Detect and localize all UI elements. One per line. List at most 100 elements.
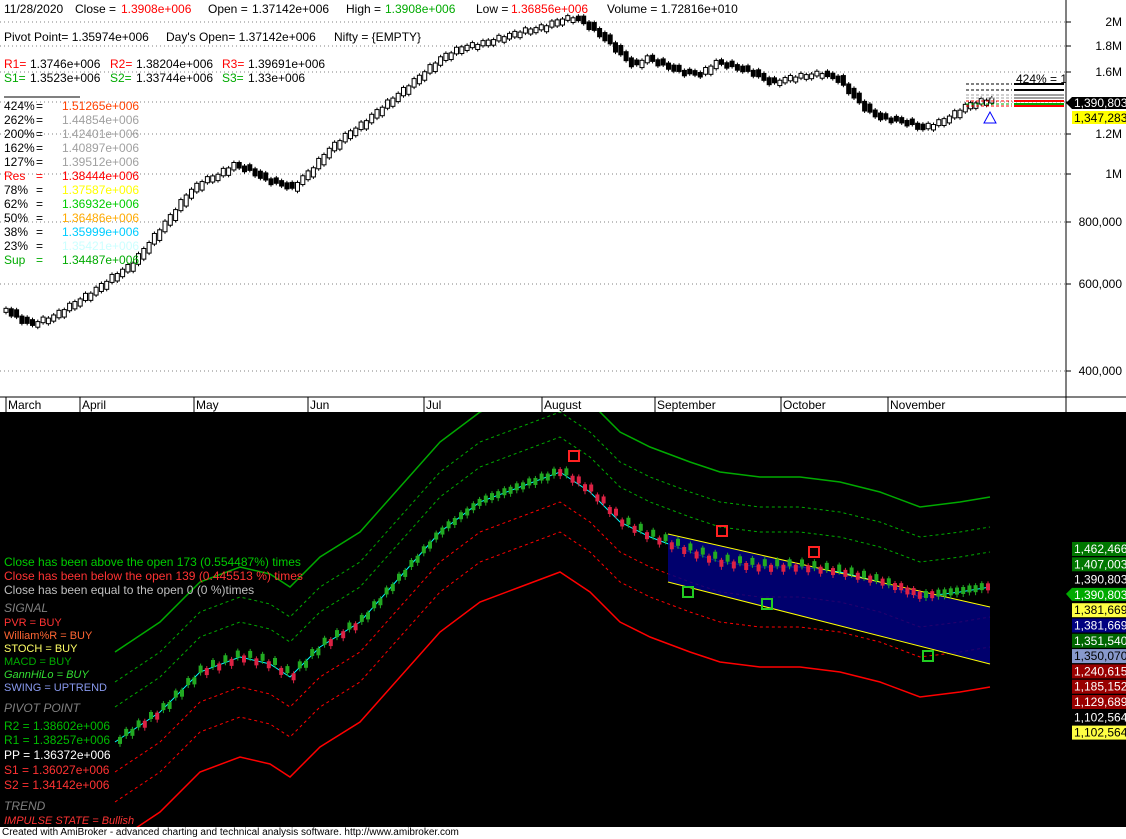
- indicator-candle: [291, 673, 296, 681]
- fib-level-eq: =: [36, 155, 43, 169]
- indicator-price-tag-bg: [1072, 603, 1126, 618]
- fib-level-label: 127%: [4, 155, 35, 169]
- indicator-price-tag-bg: [1072, 679, 1126, 694]
- price-candle: [242, 165, 247, 173]
- indicator-candle: [545, 473, 550, 481]
- prev-price-value: 1,347,283: [1074, 111, 1126, 125]
- indicator-candle: [713, 551, 718, 559]
- indicator-candle: [911, 588, 916, 596]
- price-candle: [146, 241, 152, 254]
- indicator-candle: [130, 728, 135, 736]
- price-candle: [724, 62, 730, 69]
- price-candle: [538, 24, 544, 31]
- pivot-s1: S1 = 1.36027e+006: [4, 763, 110, 777]
- price-candle: [803, 74, 809, 80]
- price-candle: [125, 264, 131, 273]
- price-chart[interactable]: 11/28/2020 Close = 1.3908e+006 Open = 1.…: [0, 0, 1126, 412]
- indicator-candle: [378, 598, 383, 606]
- price-candle: [8, 308, 14, 317]
- indicator-candle: [979, 583, 984, 591]
- price-candle: [549, 20, 555, 28]
- price-candle: [915, 122, 921, 130]
- price-candle: [570, 17, 576, 24]
- price-candle: [284, 182, 290, 190]
- indicator-price-tag-bg: [1072, 649, 1126, 664]
- fib-level-label: 62%: [4, 197, 28, 211]
- price-candle: [422, 71, 428, 81]
- indicator-candle: [186, 678, 191, 686]
- price-candle: [464, 44, 470, 51]
- indicator-candle: [942, 589, 947, 597]
- indicator-candle: [242, 655, 246, 663]
- nifty-text: Nifty = {EMPTY}: [334, 30, 421, 44]
- price-candle: [210, 175, 216, 183]
- indicator-candle: [552, 468, 556, 476]
- price-candle: [411, 78, 417, 88]
- fib-level-value: 1.37587e+006: [62, 183, 139, 197]
- indicator-candle: [452, 518, 457, 526]
- indicator-pane[interactable]: Close has been above the open 173 (0.554…: [0, 381, 1126, 839]
- lower-band-1: [114, 501, 991, 773]
- fib-level-label: 50%: [4, 211, 28, 225]
- indicator-candle: [477, 498, 482, 506]
- price-candle: [607, 34, 613, 45]
- y-axis-label: 1.2M: [1095, 127, 1122, 141]
- price-chart-pane[interactable]: 11/28/2020 Close = 1.3908e+006 Open = 1.…: [0, 0, 1126, 412]
- price-candle: [491, 39, 497, 46]
- price-candle: [252, 168, 258, 177]
- indicator-candle: [694, 551, 699, 559]
- price-candle: [528, 28, 534, 35]
- channel-layer: [667, 533, 991, 665]
- month-label: Jul: [426, 398, 441, 412]
- fib-level-label: 200%: [4, 127, 35, 141]
- indicator-price-tag-bg: [1072, 695, 1126, 709]
- prev-price-tag: 1,347,283: [1072, 111, 1126, 125]
- price-candle: [104, 280, 110, 290]
- header-low-label: Low =: [476, 2, 508, 16]
- indicator-price-tag-text: 1,462,466: [1074, 542, 1126, 556]
- indicator-candle: [824, 562, 829, 570]
- price-candle: [93, 286, 99, 296]
- indicator-price-tag-text: 1,390,803: [1074, 588, 1126, 602]
- price-candle: [586, 21, 592, 31]
- indicator-candle: [843, 569, 848, 577]
- price-candle: [289, 181, 295, 189]
- indicator-price-tag-text: 1,390,803: [1074, 573, 1126, 587]
- fib-level-label: 78%: [4, 183, 28, 197]
- price-candle: [83, 292, 88, 302]
- price-candle: [809, 73, 815, 80]
- price-candle: [687, 68, 693, 75]
- price-candle: [279, 180, 285, 187]
- upper-band-1: [114, 436, 991, 708]
- pivot-pp: PP = 1.36372e+006: [4, 748, 111, 762]
- indicator-candle: [756, 564, 761, 572]
- price-candle: [310, 167, 316, 178]
- indicator-candle: [347, 622, 352, 630]
- price-candle: [141, 248, 147, 260]
- indicator-candle: [204, 668, 209, 676]
- price-candle: [326, 147, 332, 159]
- close-above-text: Close has been above the open 173 (0.554…: [4, 555, 301, 569]
- indicator-candle: [688, 543, 693, 551]
- month-label: September: [657, 398, 716, 412]
- price-candle: [363, 120, 369, 130]
- price-candle: [162, 220, 168, 233]
- price-candle: [236, 161, 242, 169]
- price-candle: [385, 99, 391, 109]
- close-equal-text: Close has been equal to the open 0 (0 %)…: [4, 583, 254, 597]
- days-open-text: Day's Open= 1.37142e+006: [166, 30, 316, 44]
- indicator-candle: [880, 578, 885, 586]
- lower-band-2: [114, 531, 991, 803]
- indicator-chart[interactable]: Close has been above the open 173 (0.554…: [0, 381, 1126, 839]
- price-candle: [936, 119, 942, 127]
- indicator-candle: [731, 561, 736, 569]
- price-candle: [772, 77, 777, 84]
- price-candle: [713, 59, 719, 70]
- price-candle: [639, 59, 645, 69]
- signal-stoch: STOCH = BUY: [4, 643, 78, 655]
- price-candle: [432, 62, 438, 73]
- price-candle: [88, 292, 94, 301]
- price-candle: [825, 70, 830, 78]
- price-candle: [56, 309, 62, 319]
- price-candle: [379, 106, 385, 117]
